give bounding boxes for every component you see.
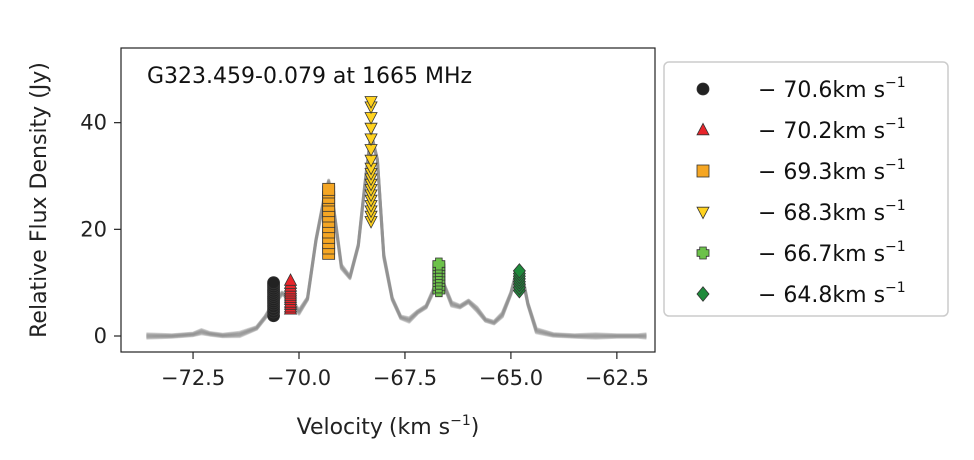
legend-marker bbox=[696, 286, 710, 302]
legend-label-text: − 68.3km s bbox=[758, 201, 885, 226]
data-point bbox=[322, 182, 336, 196]
spectrum-line bbox=[146, 130, 647, 337]
x-axis-title: Velocity (km s−1) bbox=[297, 413, 480, 440]
legend-label-text: − 70.6km s bbox=[758, 78, 885, 103]
legend-label-exp: −1 bbox=[885, 198, 906, 214]
legend-label-exp: −1 bbox=[885, 75, 906, 91]
y-tick-label: 20 bbox=[80, 217, 107, 241]
legend-marker bbox=[696, 246, 710, 260]
y-axis-title: Relative Flux Density (Jy) bbox=[27, 62, 52, 338]
data-point bbox=[267, 276, 280, 290]
legend: − 70.6km s−1− 70.2km s−1− 69.3km s−1− 68… bbox=[696, 75, 906, 308]
chart-title: G323.459-0.079 at 1665 MHz bbox=[147, 64, 472, 89]
legend-label: − 70.6km s−1 bbox=[758, 75, 906, 103]
x-tick-label: −70.0 bbox=[267, 366, 331, 390]
y-tick-label: 40 bbox=[80, 111, 107, 135]
legend-box bbox=[663, 61, 949, 317]
plot-frame bbox=[120, 47, 656, 353]
data-point bbox=[512, 263, 526, 279]
legend-marker bbox=[696, 164, 710, 178]
legend-label: − 69.3km s−1 bbox=[758, 157, 906, 185]
data-point bbox=[364, 96, 378, 109]
legend-label-exp: −1 bbox=[885, 239, 906, 255]
legend-marker bbox=[696, 122, 710, 136]
legend-label-exp: −1 bbox=[885, 116, 906, 132]
data-point bbox=[283, 273, 298, 286]
x-tick-label: −72.5 bbox=[161, 366, 225, 390]
legend-label-exp: −1 bbox=[885, 157, 906, 173]
spectrum-traces bbox=[146, 130, 647, 340]
x-tick-label: −67.5 bbox=[373, 366, 437, 390]
legend-marker bbox=[696, 82, 710, 96]
x-axis-unit-close: ) bbox=[471, 415, 480, 440]
maser-markers bbox=[267, 96, 526, 323]
legend-label: − 66.7km s−1 bbox=[758, 239, 906, 267]
legend-label-text: − 64.8km s bbox=[758, 283, 885, 308]
legend-label: − 70.2km s−1 bbox=[758, 116, 906, 144]
legend-marker bbox=[696, 206, 710, 220]
y-tick-label: 0 bbox=[94, 324, 107, 348]
legend-label-text: − 70.2km s bbox=[758, 119, 885, 144]
legend-label: − 64.8km s−1 bbox=[758, 280, 906, 308]
legend-label: − 68.3km s−1 bbox=[758, 198, 906, 226]
legend-label-exp: −1 bbox=[885, 280, 906, 296]
x-tick-label: −65.0 bbox=[479, 366, 543, 390]
x-tick-label: −62.5 bbox=[585, 366, 649, 390]
data-point bbox=[364, 112, 378, 125]
legend-label-text: − 69.3km s bbox=[758, 160, 885, 185]
x-axis-unit-exp: −1 bbox=[450, 413, 471, 429]
x-axis-label: Velocity bbox=[297, 415, 383, 440]
axis-ticks: −72.5 −70.0 −67.5 −65.0 −62.5 0 20 40 bbox=[80, 111, 649, 390]
legend-label-text: − 66.7km s bbox=[758, 242, 885, 267]
data-point bbox=[432, 257, 446, 271]
data-point bbox=[364, 122, 378, 136]
x-axis-unit: (km s bbox=[389, 415, 450, 440]
